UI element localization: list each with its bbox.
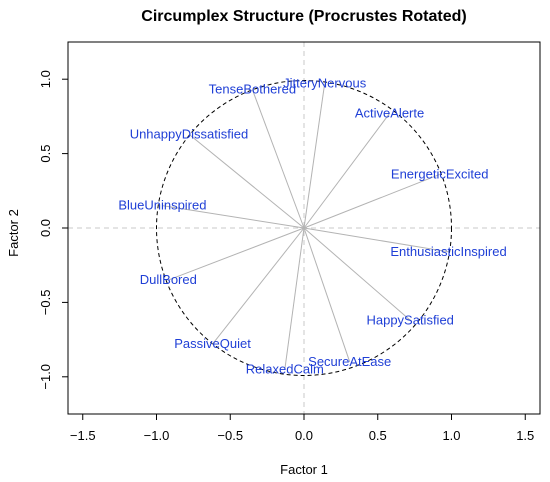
vector-8 <box>303 227 411 321</box>
vector-1 <box>251 89 305 229</box>
point-label-0: JitteryNervous <box>283 76 367 91</box>
loading-vectors <box>162 83 449 370</box>
x-tick-label-2: −0.5 <box>217 428 243 443</box>
y-tick-label-1: −0.5 <box>38 290 53 316</box>
vector-9 <box>212 227 305 345</box>
point-label-7: DullBored <box>140 272 197 287</box>
point-label-1: TenseBothered <box>209 82 296 97</box>
chart-title: Circumplex Structure (Procrustes Rotated… <box>141 8 466 25</box>
vector-10 <box>284 227 305 370</box>
y-tick-label-2: 0.0 <box>38 219 53 237</box>
x-axis-title: Factor 1 <box>280 462 328 477</box>
vector-7 <box>168 227 305 281</box>
vector-6 <box>303 227 449 253</box>
vector-11 <box>303 227 351 363</box>
point-label-8: HappySatisfied <box>366 312 453 327</box>
vector-3 <box>188 133 305 229</box>
point-label-4: EnergeticExcited <box>391 166 489 181</box>
x-tick-label-6: 1.5 <box>516 428 534 443</box>
x-tick-label-5: 1.0 <box>442 428 460 443</box>
x-tick-label-1: −1.0 <box>144 428 170 443</box>
x-tick-label-4: 0.5 <box>369 428 387 443</box>
point-label-5: BlueUninspired <box>118 198 206 213</box>
point-label-3: UnhappyDissatisfied <box>130 126 249 141</box>
point-label-2: ActiveAlerte <box>355 105 424 120</box>
y-tick-label-3: 0.5 <box>38 145 53 163</box>
y-axis: −1.0 −0.5 0.0 0.5 1.0 <box>38 70 68 390</box>
vector-0 <box>303 83 326 229</box>
point-label-10: RelaxedCalm <box>246 361 324 376</box>
x-tick-label-3: 0.0 <box>295 428 313 443</box>
y-tick-label-0: −1.0 <box>38 364 53 390</box>
unit-circle <box>156 80 452 376</box>
point-label-9: PassiveQuiet <box>174 336 251 351</box>
vector-4 <box>303 173 440 229</box>
x-axis: −1.5 −1.0 −0.5 0.0 0.5 1.0 1.5 <box>70 414 534 443</box>
y-axis-title: Factor 2 <box>6 209 21 257</box>
vector-5 <box>162 205 305 229</box>
point-label-6: EnthusiasticInspired <box>390 244 506 259</box>
y-tick-label-4: 1.0 <box>38 70 53 88</box>
point-label-11: SecureAtEase <box>308 354 391 369</box>
x-tick-label-0: −1.5 <box>70 428 96 443</box>
vector-2 <box>303 113 390 229</box>
